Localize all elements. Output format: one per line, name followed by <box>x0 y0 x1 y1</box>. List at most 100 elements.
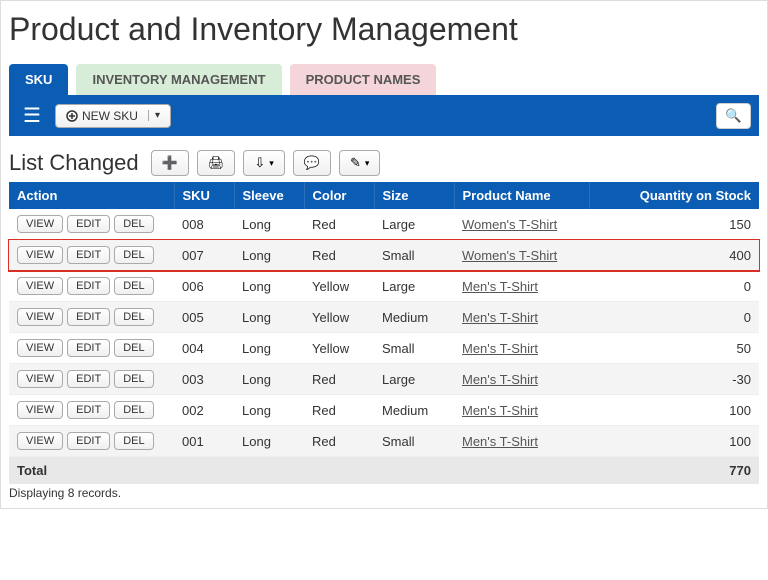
page-title: Product and Inventory Management <box>9 11 759 48</box>
tab-bar: SKU INVENTORY MANAGEMENT PRODUCT NAMES <box>9 64 759 95</box>
del-button[interactable]: DEL <box>114 277 153 295</box>
cell-sleeve: Long <box>234 209 304 240</box>
product-link[interactable]: Women's T-Shirt <box>462 217 557 232</box>
comment-button[interactable]: 💬 <box>293 150 331 176</box>
view-button[interactable]: VIEW <box>17 277 63 295</box>
del-button[interactable]: DEL <box>114 339 153 357</box>
view-button[interactable]: VIEW <box>17 370 63 388</box>
inventory-table: Action SKU Sleeve Color Size Product Nam… <box>9 182 759 484</box>
edit-button[interactable]: ✎▾ <box>339 150 380 176</box>
table-row: VIEWEDITDEL005LongYellowMediumMen's T-Sh… <box>9 302 759 333</box>
cell-size: Medium <box>374 395 454 426</box>
plus-circle-icon <box>66 110 78 122</box>
col-sku[interactable]: SKU <box>174 182 234 209</box>
col-sleeve[interactable]: Sleeve <box>234 182 304 209</box>
plus-icon: ➕ <box>162 155 178 171</box>
print-icon: 🖨 <box>208 155 225 171</box>
cell-sku: 004 <box>174 333 234 364</box>
product-link[interactable]: Women's T-Shirt <box>462 248 557 263</box>
list-title: List Changed <box>9 150 139 176</box>
tab-products[interactable]: PRODUCT NAMES <box>290 64 437 95</box>
cell-qty: 100 <box>589 395 759 426</box>
cell-size: Large <box>374 271 454 302</box>
cell-color: Red <box>304 395 374 426</box>
list-toolbar: List Changed ➕ 🖨 ⇩▾ 💬 ✎▾ <box>9 150 759 176</box>
view-button[interactable]: VIEW <box>17 401 63 419</box>
cell-qty: 50 <box>589 333 759 364</box>
cell-color: Red <box>304 240 374 271</box>
view-button[interactable]: VIEW <box>17 246 63 264</box>
edit-button[interactable]: EDIT <box>67 339 110 357</box>
menu-icon[interactable]: ☰ <box>17 101 47 130</box>
product-link[interactable]: Men's T-Shirt <box>462 434 538 449</box>
view-button[interactable]: VIEW <box>17 432 63 450</box>
total-value: 770 <box>589 457 759 485</box>
cell-sku: 006 <box>174 271 234 302</box>
cell-size: Large <box>374 209 454 240</box>
edit-button[interactable]: EDIT <box>67 370 110 388</box>
col-color[interactable]: Color <box>304 182 374 209</box>
search-icon: 🔍 <box>725 108 742 123</box>
cell-qty: 150 <box>589 209 759 240</box>
view-button[interactable]: VIEW <box>17 339 63 357</box>
comment-icon: 💬 <box>304 155 320 171</box>
view-button[interactable]: VIEW <box>17 308 63 326</box>
download-button[interactable]: ⇩▾ <box>243 150 284 176</box>
chevron-down-icon: ▾ <box>365 158 370 169</box>
col-size[interactable]: Size <box>374 182 454 209</box>
new-sku-label: NEW SKU <box>82 109 138 123</box>
tab-inventory[interactable]: INVENTORY MANAGEMENT <box>76 64 281 95</box>
cell-color: Yellow <box>304 271 374 302</box>
print-button[interactable]: 🖨 <box>197 150 236 176</box>
cell-color: Yellow <box>304 302 374 333</box>
edit-button[interactable]: EDIT <box>67 277 110 295</box>
table-row: VIEWEDITDEL002LongRedMediumMen's T-Shirt… <box>9 395 759 426</box>
record-count: Displaying 8 records. <box>9 486 759 500</box>
del-button[interactable]: DEL <box>114 215 153 233</box>
new-sku-button[interactable]: NEW SKU ▾ <box>55 104 171 128</box>
search-button[interactable]: 🔍 <box>716 103 751 129</box>
edit-button[interactable]: EDIT <box>67 308 110 326</box>
chevron-down-icon: ▾ <box>269 158 274 169</box>
product-link[interactable]: Men's T-Shirt <box>462 372 538 387</box>
total-label: Total <box>9 457 589 485</box>
table-row: VIEWEDITDEL 006LongYellowLarge Men's T-Shi… <box>9 271 759 302</box>
del-button[interactable]: DEL <box>114 308 153 326</box>
col-action[interactable]: Action <box>9 182 174 209</box>
del-button[interactable]: DEL <box>114 432 153 450</box>
cell-size: Small <box>374 426 454 457</box>
cell-sku: 005 <box>174 302 234 333</box>
table-row: VIEWEDITDEL003LongRedLargeMen's T-Shirt-… <box>9 364 759 395</box>
col-qty[interactable]: Quantity on Stock <box>589 182 759 209</box>
product-link[interactable]: Men's T-Shirt <box>462 403 538 418</box>
tab-sku[interactable]: SKU <box>9 64 68 95</box>
cell-sku: 002 <box>174 395 234 426</box>
col-product[interactable]: Product Name <box>454 182 589 209</box>
edit-button[interactable]: EDIT <box>67 432 110 450</box>
cell-sleeve: Long <box>234 333 304 364</box>
cell-qty: 0 <box>589 271 759 302</box>
cell-sku: 007 <box>174 240 234 271</box>
add-button[interactable]: ➕ <box>151 150 189 176</box>
product-link[interactable]: Men's T-Shirt <box>462 279 538 294</box>
table-row: VIEWEDITDEL008LongRedLargeWomen's T-Shir… <box>9 209 759 240</box>
del-button[interactable]: DEL <box>114 370 153 388</box>
cell-qty: 0 <box>589 302 759 333</box>
product-link[interactable]: Men's T-Shirt <box>462 310 538 325</box>
cell-size: Small <box>374 333 454 364</box>
cell-size: Medium <box>374 302 454 333</box>
cell-sleeve: Long <box>234 271 304 302</box>
edit-button[interactable]: EDIT <box>67 246 110 264</box>
del-button[interactable]: DEL <box>114 246 153 264</box>
cell-sku: 001 <box>174 426 234 457</box>
cell-size: Small <box>374 240 454 271</box>
view-button[interactable]: VIEW <box>17 215 63 233</box>
del-button[interactable]: DEL <box>114 401 153 419</box>
cell-qty: 400 <box>589 240 759 271</box>
cell-sku: 008 <box>174 209 234 240</box>
edit-button[interactable]: EDIT <box>67 401 110 419</box>
product-link[interactable]: Men's T-Shirt <box>462 341 538 356</box>
edit-button[interactable]: EDIT <box>67 215 110 233</box>
cell-sku: 003 <box>174 364 234 395</box>
cell-color: Yellow <box>304 333 374 364</box>
